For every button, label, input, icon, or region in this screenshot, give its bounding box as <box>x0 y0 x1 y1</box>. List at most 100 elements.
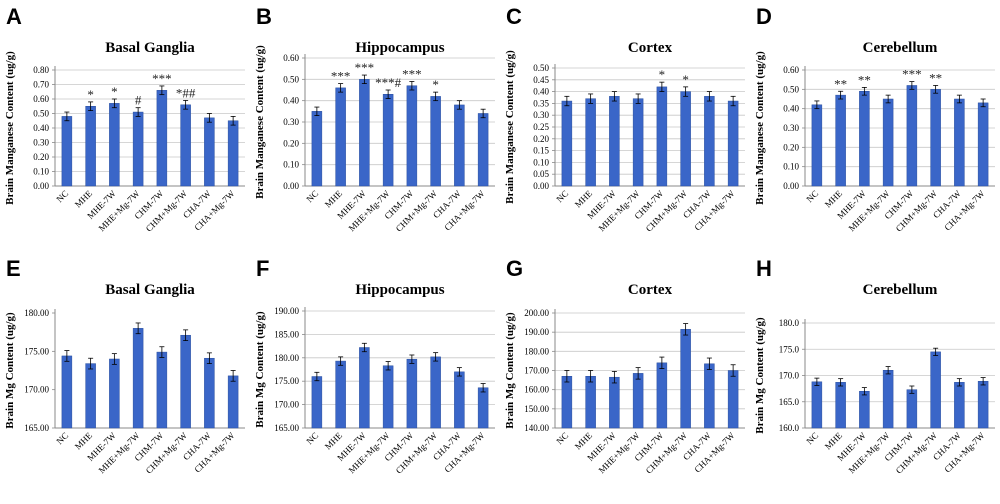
y-tick-label: 0.00 <box>783 181 799 191</box>
significance-marker: ***# <box>375 75 402 90</box>
y-tick-label: 180.00 <box>524 346 549 356</box>
y-axis-label: Brain Manganese Content (ug/g) <box>254 45 266 199</box>
significance-marker: *** <box>902 67 922 82</box>
y-tick-label: 160.0 <box>779 423 800 433</box>
y-tick-label: 0.35 <box>533 98 549 108</box>
panel-title: Cortex <box>628 40 673 56</box>
bar <box>609 376 620 429</box>
y-tick-label: 0.50 <box>783 84 799 94</box>
bar <box>227 120 239 187</box>
panel-f: F Hippocampus Brain Mg Content (ug/g) 165.0… <box>254 256 495 476</box>
panel-letter: F <box>256 256 269 281</box>
significance-marker: ** <box>929 70 942 85</box>
bar <box>811 104 823 187</box>
significance-marker: # <box>135 93 142 108</box>
y-tick-label: 170.00 <box>524 366 549 376</box>
significance-marker: *** <box>355 60 375 75</box>
y-tick-label: 180.00 <box>24 308 49 318</box>
y-tick-label: 0.50 <box>33 109 49 119</box>
bar <box>204 117 215 187</box>
y-tick-label: 165.00 <box>24 423 49 433</box>
panel-letter: B <box>256 4 272 29</box>
bar <box>61 116 73 187</box>
y-tick-label: 190.00 <box>274 306 299 316</box>
bar <box>835 382 846 429</box>
y-tick-label: 0.60 <box>783 65 799 75</box>
y-tick-label: 175.0 <box>779 344 800 354</box>
category-label: MHE <box>823 430 845 452</box>
y-tick-label: 0.20 <box>33 152 49 162</box>
bar <box>977 381 989 429</box>
y-tick-label: 0.30 <box>533 110 549 120</box>
y-tick-label: 0.45 <box>533 75 549 85</box>
category-label: MHE <box>73 188 95 210</box>
bar <box>561 100 573 187</box>
y-axis-label: Brain Mg Content (ug/g) <box>504 312 516 429</box>
bar <box>180 334 191 429</box>
y-tick-label: 0.80 <box>33 65 49 75</box>
category-label: MHE <box>323 430 345 452</box>
significance-marker: *** <box>331 69 351 84</box>
y-axis-label: Brain Manganese Content (ug/g) <box>754 51 766 205</box>
y-tick-label: 165.00 <box>274 423 299 433</box>
y-tick-label: 200.00 <box>524 308 549 318</box>
bar <box>311 376 323 429</box>
bar <box>109 358 120 429</box>
bar <box>727 100 739 187</box>
panel-letter: E <box>6 256 21 281</box>
y-tick-label: 0.10 <box>783 162 799 172</box>
bar <box>704 363 715 429</box>
bar <box>406 358 418 429</box>
y-tick-label: 0.30 <box>33 138 49 148</box>
bar <box>680 329 691 429</box>
y-axis-label: Brain Manganese Content (ug/g) <box>4 51 16 205</box>
y-axis-label: Brain Manganese Content (ug/g) <box>504 50 516 204</box>
bar <box>156 90 168 187</box>
bar <box>882 370 894 429</box>
bar <box>359 79 370 187</box>
significance-marker: *** <box>402 66 422 81</box>
bar <box>954 382 965 429</box>
y-tick-label: 0.30 <box>283 117 299 127</box>
panel-title: Cortex <box>628 282 673 298</box>
y-tick-label: 170.0 <box>779 371 800 381</box>
y-tick-label: 0.40 <box>783 104 799 114</box>
y-tick-label: 0.00 <box>33 181 49 191</box>
bar <box>656 362 668 429</box>
bar <box>477 113 489 187</box>
y-tick-label: 0.25 <box>533 122 549 132</box>
y-tick-label: 170.00 <box>274 400 299 410</box>
category-label: NC <box>804 430 820 446</box>
y-tick-label: 170.00 <box>24 385 49 395</box>
category-label: NC <box>54 188 70 204</box>
y-tick-label: 0.15 <box>533 146 549 156</box>
bar <box>454 371 465 429</box>
panel-b: B Hippocampus Brain Manganese Content (ug/… <box>254 4 495 234</box>
bar <box>477 387 489 429</box>
y-tick-label: 0.50 <box>283 74 299 84</box>
y-tick-label: 0.05 <box>533 169 549 179</box>
bar <box>680 91 691 187</box>
category-label: MHE <box>573 430 595 452</box>
y-tick-label: 0.60 <box>33 94 49 104</box>
category-label: NC <box>304 188 320 204</box>
bar <box>727 370 739 429</box>
significance-marker: *## <box>176 85 196 100</box>
y-tick-label: 180.00 <box>274 353 299 363</box>
bar <box>930 89 941 187</box>
bar <box>585 376 596 429</box>
category-label: MHE <box>323 188 345 210</box>
bar <box>180 104 191 187</box>
y-tick-label: 0.50 <box>533 63 549 73</box>
bar <box>430 356 441 429</box>
y-tick-label: 0.70 <box>33 80 49 90</box>
bar <box>227 375 239 429</box>
y-axis-label: Brain Mg Content (ug/g) <box>4 312 16 429</box>
bar <box>977 102 989 187</box>
bar <box>85 106 96 187</box>
y-tick-label: 0.10 <box>533 157 549 167</box>
panel-letter: C <box>506 4 522 29</box>
y-tick-label: 175.00 <box>24 346 49 356</box>
panel-letter: H <box>756 256 772 281</box>
